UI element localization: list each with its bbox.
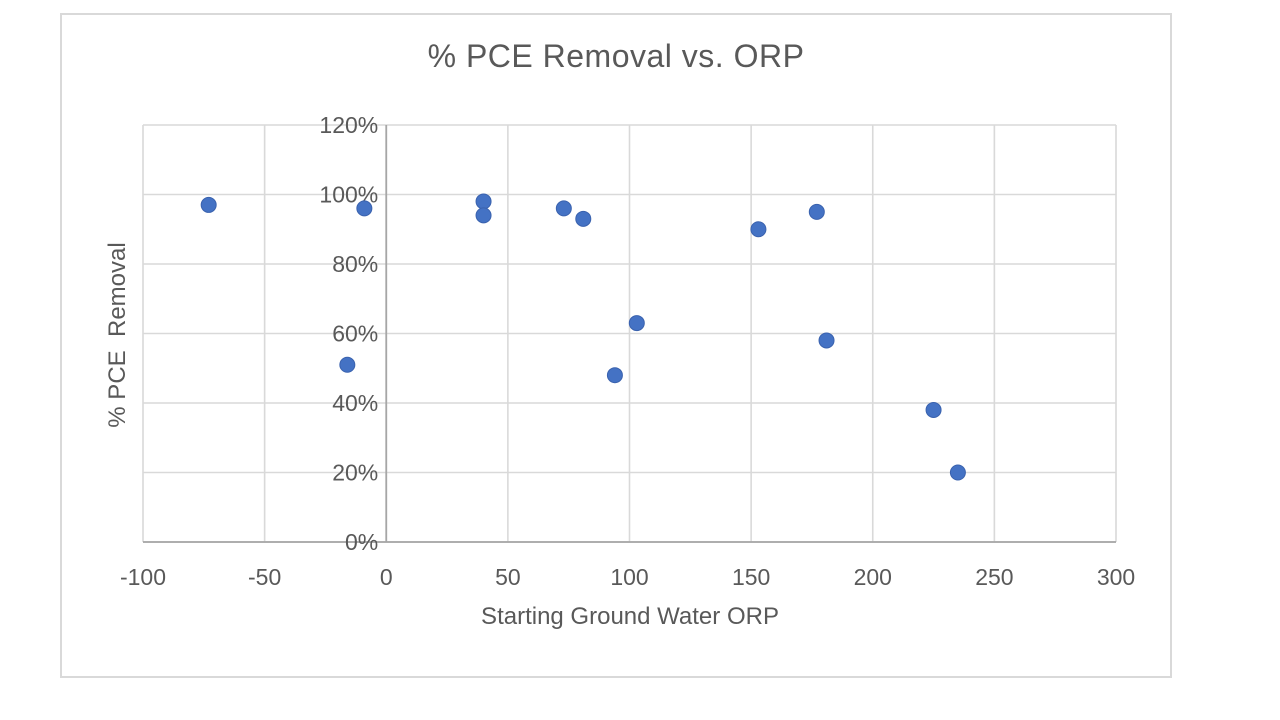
- data-point: [475, 207, 492, 224]
- chart-title: % PCE Removal vs. ORP: [427, 38, 805, 74]
- y-axis-title: % PCE Removal: [104, 242, 131, 428]
- x-tick-label: 100: [610, 564, 648, 590]
- data-point: [808, 203, 825, 220]
- data-point: [200, 196, 217, 213]
- x-tick-label: 0: [380, 564, 393, 590]
- x-axis-title: Starting Ground Water ORP: [481, 603, 779, 630]
- chart-frame: [60, 13, 1172, 678]
- x-tick-label: -100: [120, 564, 166, 590]
- x-tick-label: 300: [1097, 564, 1135, 590]
- data-point: [818, 332, 835, 349]
- data-point: [750, 221, 767, 238]
- data-point: [555, 200, 572, 217]
- x-tick-label: 200: [854, 564, 892, 590]
- y-tick-label: 60%: [332, 321, 378, 347]
- x-tick-label: 50: [495, 564, 521, 590]
- data-point: [356, 200, 373, 217]
- y-tick-label: 40%: [332, 390, 378, 416]
- y-tick-label: 80%: [332, 251, 378, 277]
- x-tick-label: 250: [975, 564, 1013, 590]
- data-point: [949, 464, 966, 481]
- y-tick-label: 20%: [332, 460, 378, 486]
- data-point: [475, 193, 492, 210]
- data-point: [575, 210, 592, 227]
- y-tick-label: 0%: [345, 529, 378, 555]
- data-point: [925, 401, 942, 418]
- x-tick-label: -50: [248, 564, 281, 590]
- data-point: [339, 356, 356, 373]
- y-tick-label: 120%: [319, 112, 378, 138]
- data-point: [606, 367, 623, 384]
- x-tick-label: 150: [732, 564, 770, 590]
- data-point: [628, 315, 645, 332]
